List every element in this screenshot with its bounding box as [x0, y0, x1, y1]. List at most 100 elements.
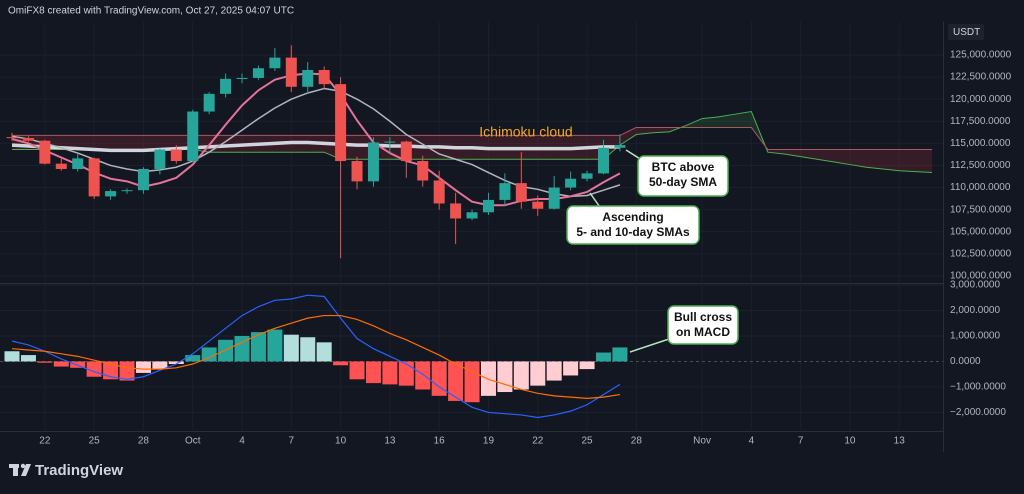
- callout-box: [566, 205, 700, 245]
- cloud-fill: [619, 127, 637, 146]
- x-tick-label: Nov: [693, 436, 711, 447]
- histogram-bar: [234, 335, 250, 362]
- candle-body: [565, 178, 577, 188]
- cloud-fill: [718, 114, 735, 128]
- candle-body: [55, 163, 67, 169]
- callout-pointer: [629, 337, 673, 353]
- macd-line: [11, 294, 621, 419]
- histogram-bar: [250, 332, 266, 362]
- y-tick-label: 112,500.0000: [950, 160, 1011, 171]
- candle-body: [499, 183, 511, 200]
- histogram-bar: [398, 361, 414, 386]
- histogram-bar: [316, 342, 332, 362]
- logo-icon: [21, 464, 31, 476]
- callout-box: [667, 305, 739, 345]
- cloud-fill: [110, 135, 128, 150]
- x-tick-label: 7: [798, 436, 804, 447]
- histogram-bar: [152, 361, 168, 370]
- x-tick-label: 4: [749, 436, 755, 447]
- y-tick-label: 107,500.0000: [950, 204, 1012, 215]
- candle-body: [220, 78, 232, 94]
- y-tick-label: 1,000.0000: [950, 331, 1000, 342]
- annotation: Ichimoku cloud: [479, 124, 572, 140]
- candle-body: [335, 84, 347, 162]
- candle-body: [72, 158, 84, 169]
- callout-text: BTC above: [652, 160, 715, 174]
- macd-pane: [4, 294, 628, 419]
- candle-body: [302, 69, 314, 87]
- candle-body: [367, 142, 379, 182]
- y-tick-label: −2,000.0000: [950, 407, 1006, 418]
- candle-body: [482, 199, 494, 213]
- callout-text: Ascending: [602, 210, 663, 224]
- candle-body: [515, 183, 527, 202]
- y-tick-label: 120,000.0000: [950, 94, 1012, 105]
- cloud-fill: [817, 149, 834, 162]
- histogram-bar: [37, 361, 53, 363]
- logo-icon: [20, 463, 26, 469]
- macd-line: [11, 314, 621, 400]
- x-tick-label: 25: [89, 436, 101, 447]
- logo-icon: [13, 464, 18, 476]
- candle-body: [400, 141, 412, 162]
- cloud-fill: [77, 135, 95, 150]
- cloud-fill: [849, 149, 867, 168]
- cloud-fill: [833, 149, 850, 165]
- candle-body: [417, 161, 429, 181]
- candle-body: [236, 77, 248, 79]
- cloud-fill: [159, 135, 177, 150]
- callout-box: [637, 155, 729, 197]
- callout-text: Bull cross: [674, 310, 732, 324]
- histogram-bar: [103, 361, 119, 380]
- histogram-bar: [579, 361, 595, 370]
- histogram-bar: [300, 337, 316, 362]
- x-tick-label: 22: [39, 436, 51, 447]
- candle-body: [170, 149, 182, 162]
- callout-text: 50-day SMA: [649, 175, 717, 189]
- histogram-bar: [595, 352, 611, 362]
- histogram-bar: [382, 361, 398, 385]
- x-tick-label: 13: [894, 436, 906, 447]
- x-tick-label: 10: [844, 436, 856, 447]
- histogram-bar: [563, 361, 579, 376]
- y-tick-label: 105,000.0000: [950, 226, 1012, 237]
- histogram-bar: [497, 361, 513, 393]
- histogram-bar: [283, 334, 299, 362]
- candle-body: [548, 187, 560, 209]
- cloud-fill: [767, 149, 785, 154]
- cloud-fill: [61, 135, 78, 150]
- x-tick-label: Oct: [185, 436, 201, 447]
- histogram-bar: [513, 361, 529, 390]
- histogram-bar: [185, 355, 201, 362]
- candle-body: [105, 191, 117, 197]
- y-tick-label: 0.0000: [950, 356, 981, 367]
- cloud-fill: [882, 149, 900, 171]
- candle-body: [597, 147, 609, 174]
- candle-body: [88, 158, 100, 197]
- histogram-bar: [431, 361, 447, 396]
- histogram-bar: [546, 361, 562, 381]
- cloud-fill: [143, 135, 160, 150]
- candle-body: [581, 173, 593, 179]
- histogram-bar: [53, 361, 69, 367]
- histogram-bar: [464, 361, 480, 403]
- x-tick-label: 13: [384, 436, 396, 447]
- histogram-bar: [333, 361, 349, 366]
- histogram-bar: [135, 361, 151, 373]
- callout-text: 5- and 10-day SMAs: [576, 225, 690, 239]
- cloud-fill: [899, 149, 916, 172]
- histogram-bar: [201, 347, 217, 362]
- x-tick-label: 25: [581, 436, 593, 447]
- logo: TradingView: [9, 462, 123, 479]
- logo-text: TradingView: [35, 462, 123, 479]
- histogram-bar: [4, 351, 20, 362]
- x-tick-label: 7: [289, 436, 295, 447]
- histogram-bar: [365, 361, 381, 384]
- x-tick-label: 10: [335, 436, 347, 447]
- x-tick-label: 19: [483, 436, 495, 447]
- cloud-fill: [915, 149, 933, 173]
- candle-body: [351, 161, 363, 182]
- y-tick-label: 2,000.0000: [950, 305, 1000, 316]
